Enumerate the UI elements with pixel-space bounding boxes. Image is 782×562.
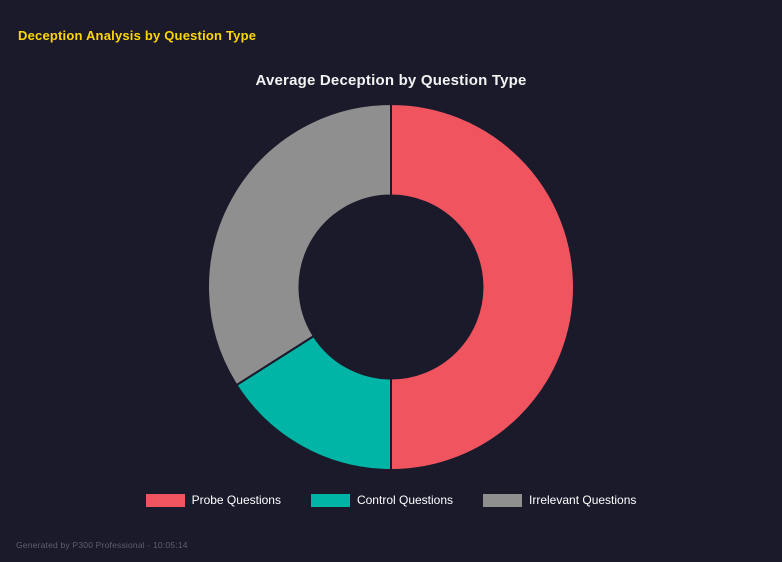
segment-probe-questions[interactable] <box>390 102 575 472</box>
legend-label: Control Questions <box>356 493 454 507</box>
legend-label: Irrelevant Questions <box>529 493 637 507</box>
legend-label: Probe Questions <box>191 493 281 507</box>
legend-item-probe-questions[interactable]: Probe Questions <box>145 493 281 507</box>
donut-chart[interactable] <box>201 97 581 477</box>
chart-container: Average Deception by Question Type Probe… <box>0 72 782 507</box>
legend-item-irrelevant-questions[interactable]: Irrelevant Questions <box>483 493 636 507</box>
footer-text: Generated by P300 Professional - 10:05:1… <box>16 540 188 550</box>
page-title: Deception Analysis by Question Type <box>18 28 257 43</box>
legend-item-control-questions[interactable]: Control Questions <box>310 493 454 507</box>
donut-chart-area <box>201 97 581 477</box>
chart-legend: Probe Questions Control Questions Irreleva… <box>145 493 636 507</box>
legend-swatch <box>145 493 185 507</box>
segment-irrelevant-questions[interactable] <box>207 102 392 387</box>
segment-control-questions[interactable] <box>235 334 392 472</box>
chart-title: Average Deception by Question Type <box>255 72 527 89</box>
legend-swatch <box>483 493 523 507</box>
legend-swatch <box>310 493 350 507</box>
